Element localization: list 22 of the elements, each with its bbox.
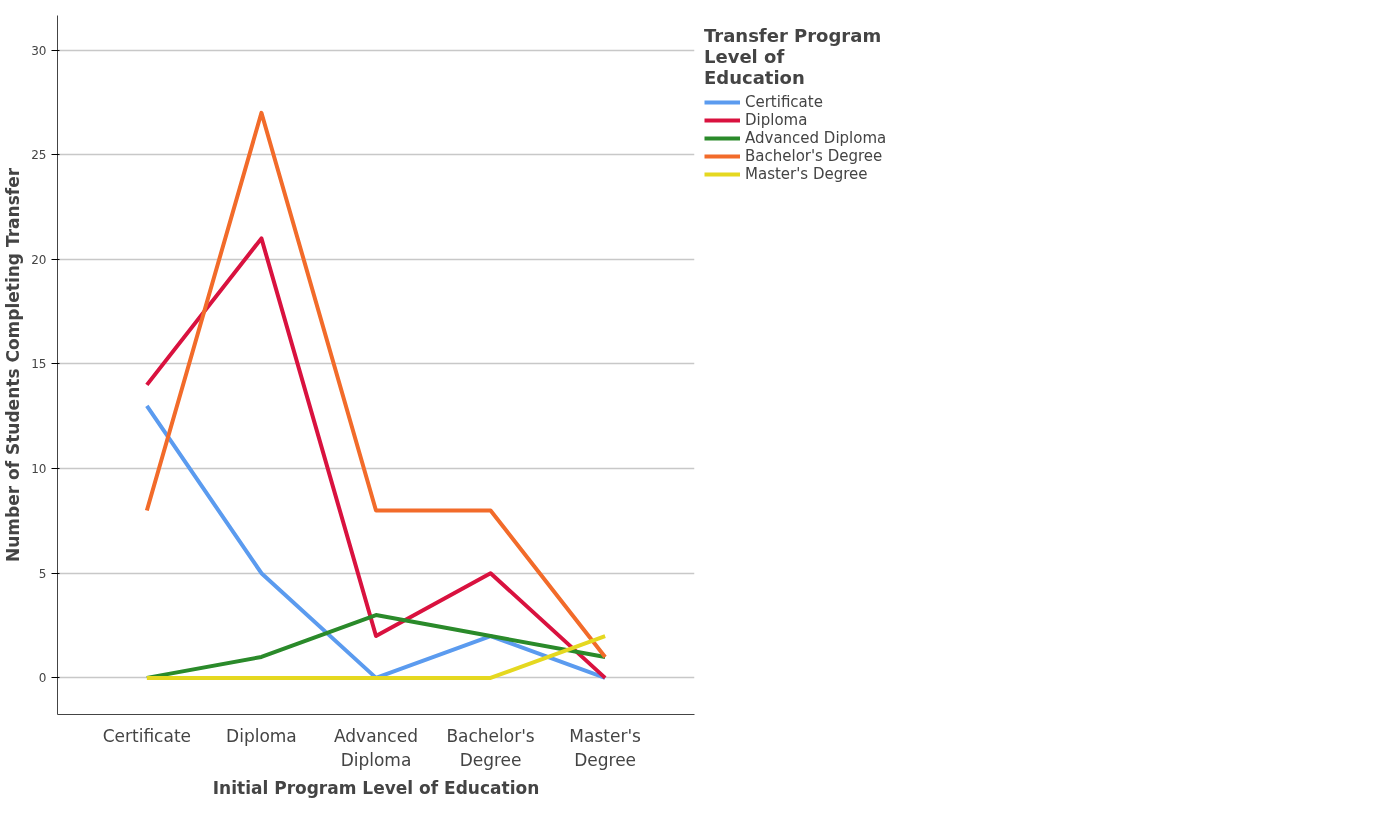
x-tick-label: Bachelor's Degree (446, 725, 535, 770)
y-tick-label: 25 (31, 148, 47, 163)
x-tick-label: Advanced Diploma (334, 725, 418, 770)
legend-label: Master's Degree (745, 165, 868, 183)
y-tick-label: 5 (38, 566, 47, 581)
legend-label: Advanced Diploma (745, 129, 887, 147)
line-series (144, 236, 608, 680)
line-series (144, 403, 608, 680)
y-tick-label: 0 (38, 671, 47, 686)
legend-title: Transfer Program Level of Education (704, 25, 883, 88)
y-tick-label: 20 (31, 252, 47, 267)
legend-label: Bachelor's Degree (745, 147, 883, 165)
y-axis-title: Number of Students Completing Transfer (3, 167, 24, 563)
legend-label: Certificate (745, 93, 823, 111)
legend-label: Diploma (745, 111, 808, 129)
x-tick-label: Diploma (226, 725, 297, 746)
y-tick-label: 30 (31, 43, 47, 58)
x-axis-title: Initial Program Level of Education (212, 777, 540, 798)
y-tick-label: 10 (31, 462, 47, 477)
y-tick-label: 15 (31, 357, 47, 372)
x-tick-label: Certificate (102, 725, 192, 746)
x-tick-label: Master's Degree (569, 725, 642, 770)
